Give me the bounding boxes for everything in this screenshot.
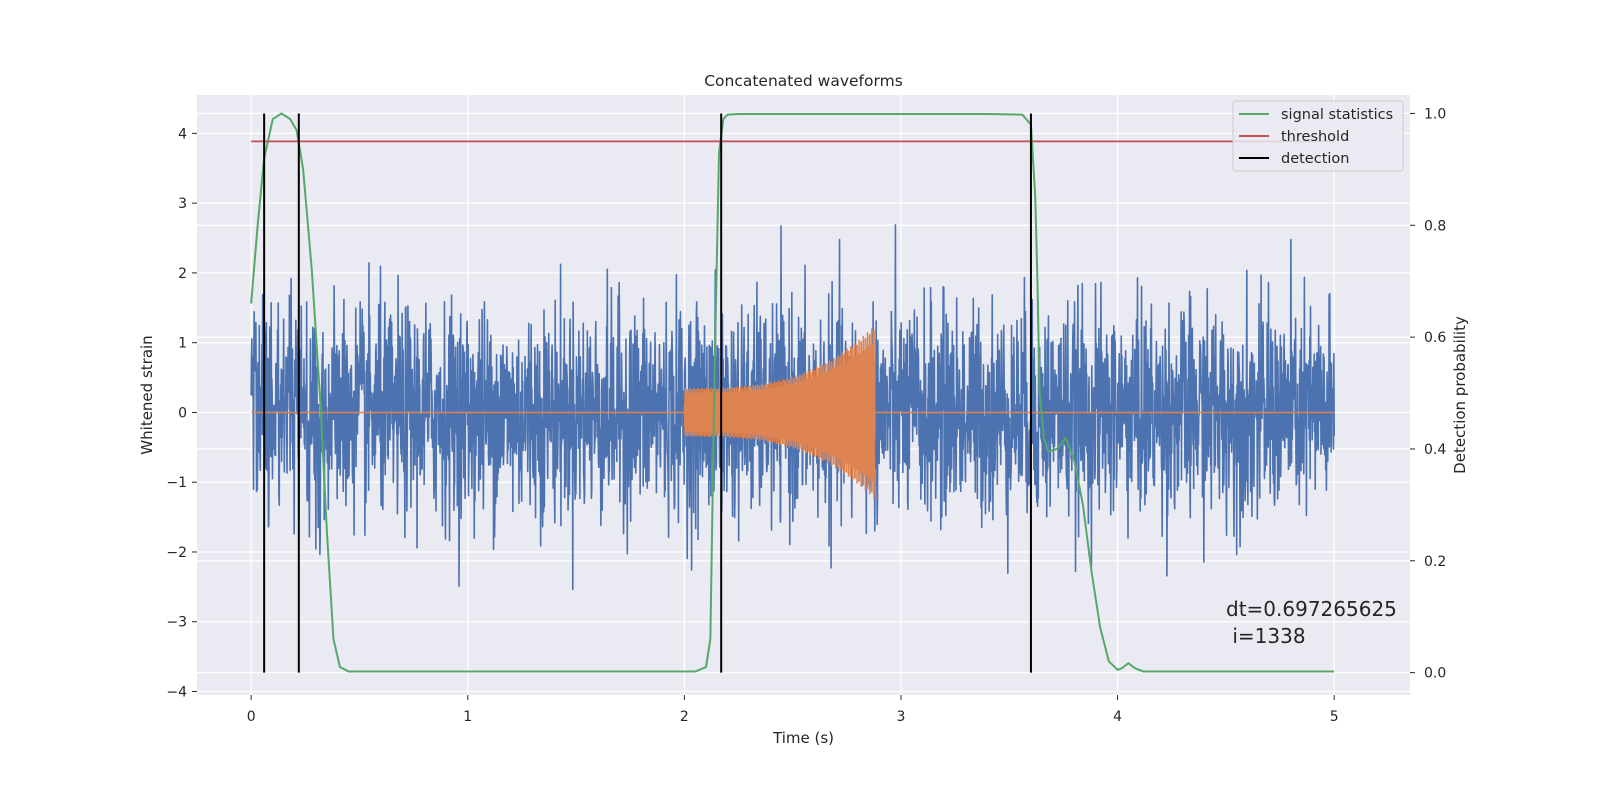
legend-box xyxy=(1232,100,1404,172)
y-tick-label: −3 xyxy=(166,615,187,631)
x-tick-label: 3 xyxy=(897,709,906,725)
annotation: dt=0.697265625 i=1338 xyxy=(1226,597,1397,648)
annotation-line-2: i=1338 xyxy=(1226,624,1306,648)
x-tick-label: 1 xyxy=(463,709,472,725)
legend: signal statistics threshold detection xyxy=(1232,100,1404,172)
legend-entry-detection: detection xyxy=(1281,151,1349,167)
y-right-tick-label: 0.6 xyxy=(1424,330,1446,346)
y-right-tick-label: 0.8 xyxy=(1424,218,1446,234)
y-tick-label: 0 xyxy=(178,405,187,421)
y-right-tick-label: 0.2 xyxy=(1424,554,1446,570)
chart-title: Concatenated waveforms xyxy=(704,72,903,90)
y-right-tick-label: 0.4 xyxy=(1424,442,1446,458)
legend-entry-signal-statistics: signal statistics xyxy=(1281,107,1393,123)
y-right-tick-label: 1.0 xyxy=(1424,106,1446,122)
y-axis-right-label: Detection probability xyxy=(1451,316,1469,474)
strain-series xyxy=(250,224,1335,591)
y-right-tick-label: 0.0 xyxy=(1424,666,1446,682)
y-tick-label: 4 xyxy=(178,126,187,142)
y-tick-label: 1 xyxy=(178,336,187,352)
y-tick-label: −1 xyxy=(166,475,187,491)
x-tick-label: 2 xyxy=(680,709,689,725)
y-tick-label: −4 xyxy=(166,685,187,701)
x-tick-label: 4 xyxy=(1113,709,1122,725)
data-layer xyxy=(250,112,1335,673)
x-tick-label: 0 xyxy=(247,709,256,725)
y-tick-label: −2 xyxy=(166,545,187,561)
signal-statistics-line xyxy=(250,112,1335,673)
annotation-line-1: dt=0.697265625 xyxy=(1226,597,1397,621)
legend-entry-threshold: threshold xyxy=(1281,129,1349,145)
axes: 0 1 2 3 4 5 −4 −3 −2 −1 0 1 2 3 4 0.0 0.2 0.4 0.6 0.8 1.0 xyxy=(166,106,1446,725)
x-tick-label: 5 xyxy=(1330,709,1339,725)
injection-series xyxy=(251,328,1335,499)
y-axis-label: Whitened strain xyxy=(138,335,156,454)
y-tick-label: 3 xyxy=(178,196,187,212)
y-tick-label: 2 xyxy=(178,266,187,282)
x-axis-label: Time (s) xyxy=(772,729,834,747)
